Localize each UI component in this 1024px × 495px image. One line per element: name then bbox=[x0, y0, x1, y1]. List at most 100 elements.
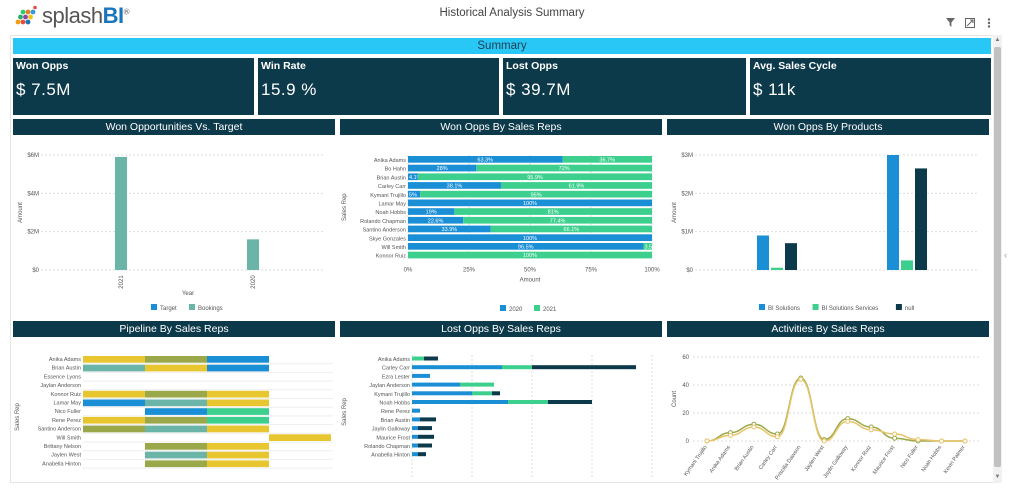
bar-segment[interactable] bbox=[408, 190, 421, 198]
activity-point[interactable] bbox=[892, 431, 898, 437]
lost-bar-segment[interactable] bbox=[412, 452, 418, 457]
activity-point[interactable] bbox=[727, 432, 733, 438]
bar-segment[interactable] bbox=[490, 225, 652, 233]
activity-point[interactable] bbox=[892, 435, 898, 441]
bar-segment[interactable] bbox=[408, 173, 419, 181]
pipeline-cell[interactable] bbox=[83, 416, 145, 424]
lost-bar-segment[interactable] bbox=[532, 365, 636, 370]
bar-segment[interactable] bbox=[408, 164, 477, 172]
pipeline-cell[interactable] bbox=[207, 399, 269, 407]
vertical-scrollbar[interactable]: ▲ ▼ bbox=[993, 35, 1002, 483]
activity-point[interactable] bbox=[845, 418, 851, 424]
scrollbar-thumb[interactable] bbox=[994, 47, 1001, 467]
bar-segment[interactable] bbox=[408, 199, 652, 207]
kpi-win-rate[interactable]: Win Rate 15.9 % bbox=[258, 58, 499, 115]
bar-segment[interactable] bbox=[643, 243, 652, 250]
won-vs-target-chart[interactable]: $0 $2M $4M $6M Amount 2021 2020 Year Target Booki… bbox=[13, 135, 335, 315]
lost-bar-segment[interactable] bbox=[412, 356, 424, 361]
lost-bar-segment[interactable] bbox=[412, 400, 508, 404]
bar-product[interactable] bbox=[887, 155, 899, 270]
lost-bar-segment[interactable] bbox=[412, 382, 460, 387]
lost-bar-segment[interactable] bbox=[412, 365, 502, 370]
lost-by-reps-chart[interactable]: Sales Rep Anika Adams Carley Carr Ezra Lest… bbox=[340, 337, 662, 483]
bar-product[interactable] bbox=[785, 243, 797, 270]
bar-bookings[interactable] bbox=[115, 156, 127, 270]
pipeline-by-reps-chart[interactable]: Sales Rep Anika Adams Brian Austin Essence … bbox=[13, 337, 335, 483]
lost-bar-segment[interactable] bbox=[418, 443, 432, 448]
pipeline-cell[interactable] bbox=[145, 408, 207, 415]
lost-bar-segment[interactable] bbox=[492, 391, 500, 396]
bar-product[interactable] bbox=[901, 260, 913, 270]
lost-bar-segment[interactable] bbox=[418, 434, 434, 439]
bar-segment[interactable] bbox=[408, 251, 652, 259]
lost-bar-segment[interactable] bbox=[460, 382, 494, 387]
activities-by-reps-chart[interactable]: 0 20 40 60 Count Kymani Trujillo Anika Adams Br… bbox=[667, 337, 989, 483]
bar-segment[interactable] bbox=[408, 208, 455, 215]
bar-segment[interactable] bbox=[408, 156, 563, 163]
pipeline-cell[interactable] bbox=[145, 399, 207, 407]
pipeline-cell[interactable] bbox=[145, 443, 207, 450]
lost-bar-segment[interactable] bbox=[508, 400, 548, 404]
kpi-avg-sales-cycle[interactable]: Avg. Sales Cycle $ 11k bbox=[750, 58, 991, 115]
pipeline-cell[interactable] bbox=[83, 425, 145, 433]
lost-bar-segment[interactable] bbox=[418, 452, 426, 457]
pipeline-cell[interactable] bbox=[207, 364, 269, 372]
bar-segment[interactable] bbox=[476, 164, 652, 172]
brand-logo[interactable]: splashBI® bbox=[14, 3, 130, 28]
lost-bar-segment[interactable] bbox=[412, 443, 418, 448]
activity-point[interactable] bbox=[798, 376, 804, 382]
bar-segment[interactable] bbox=[463, 216, 652, 224]
pipeline-cell[interactable] bbox=[145, 356, 207, 363]
pipeline-cell[interactable] bbox=[207, 390, 269, 398]
pipeline-cell[interactable] bbox=[145, 390, 207, 398]
kpi-lost-opps[interactable]: Lost Opps $ 39.7M bbox=[503, 58, 746, 115]
pipeline-cell[interactable] bbox=[207, 408, 269, 415]
activity-point[interactable] bbox=[704, 438, 710, 444]
pipeline-cell[interactable] bbox=[207, 416, 269, 424]
pipeline-cell[interactable] bbox=[145, 460, 207, 468]
scroll-down-icon[interactable]: ▼ bbox=[994, 474, 1001, 480]
kpi-won-opps[interactable]: Won Opps $ 7.5M bbox=[13, 58, 254, 115]
activity-point[interactable] bbox=[868, 427, 874, 433]
lost-bar-segment[interactable] bbox=[420, 417, 436, 422]
pipeline-cell[interactable] bbox=[83, 390, 145, 398]
won-by-products-chart[interactable]: $0 $1M $2M $3M Amount BI Solutions BI Solution… bbox=[667, 135, 989, 315]
pipeline-cell[interactable] bbox=[207, 356, 269, 363]
bar-segment[interactable] bbox=[408, 216, 464, 224]
lost-bar-segment[interactable] bbox=[502, 365, 532, 370]
activity-point[interactable] bbox=[962, 438, 968, 444]
lost-bar-segment[interactable] bbox=[548, 400, 592, 404]
bar-segment[interactable] bbox=[408, 243, 644, 250]
pipeline-cell[interactable] bbox=[145, 451, 207, 459]
bar-product[interactable] bbox=[757, 235, 769, 271]
pipeline-cell[interactable] bbox=[83, 399, 145, 407]
pipeline-cell[interactable] bbox=[207, 460, 269, 468]
bar-product[interactable] bbox=[915, 168, 927, 270]
pipeline-cell[interactable] bbox=[269, 434, 331, 441]
bar-segment[interactable] bbox=[408, 225, 491, 233]
filter-icon[interactable] bbox=[945, 17, 956, 28]
won-by-reps-chart[interactable]: 0% 25% 50% 75% 100% Amount Sales Rep Anika Adam… bbox=[340, 135, 662, 315]
bar-product[interactable] bbox=[771, 267, 783, 270]
lost-bar-segment[interactable] bbox=[412, 408, 420, 413]
scroll-up-icon[interactable]: ▲ bbox=[994, 37, 1001, 43]
bar-segment[interactable] bbox=[562, 156, 652, 163]
lost-bar-segment[interactable] bbox=[418, 426, 432, 431]
activity-point[interactable] bbox=[751, 424, 757, 430]
activity-point[interactable] bbox=[915, 437, 921, 443]
pipeline-cell[interactable] bbox=[145, 416, 207, 424]
bar-segment[interactable] bbox=[420, 190, 652, 198]
activity-point[interactable] bbox=[821, 438, 827, 444]
lost-bar-segment[interactable] bbox=[412, 373, 430, 378]
pipeline-cell[interactable] bbox=[207, 425, 269, 433]
activity-point[interactable] bbox=[774, 434, 780, 440]
lost-bar-segment[interactable] bbox=[412, 391, 472, 396]
kebab-menu-icon[interactable] bbox=[983, 17, 994, 28]
pipeline-cell[interactable] bbox=[83, 356, 145, 363]
lost-bar-segment[interactable] bbox=[412, 426, 418, 431]
lost-bar-segment[interactable] bbox=[412, 417, 420, 422]
lost-bar-segment[interactable] bbox=[412, 434, 418, 439]
activity-point[interactable] bbox=[939, 438, 945, 444]
bar-segment[interactable] bbox=[408, 234, 652, 241]
bar-segment[interactable] bbox=[454, 208, 652, 215]
